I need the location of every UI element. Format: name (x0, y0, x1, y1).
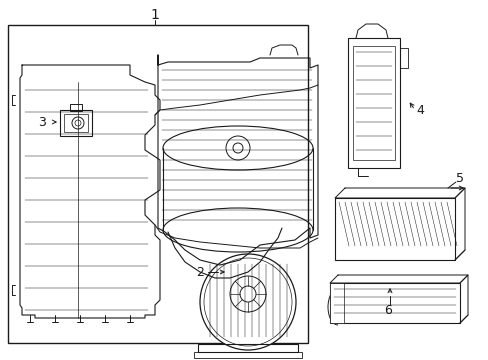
Bar (399, 48, 407, 68)
Bar (329, 283, 343, 323)
Bar (198, 344, 297, 352)
Bar (60, 110, 92, 136)
Circle shape (232, 143, 243, 153)
Circle shape (229, 276, 265, 312)
Text: 6: 6 (383, 303, 391, 316)
Text: 2: 2 (196, 266, 203, 279)
Text: 1: 1 (150, 8, 159, 22)
Bar (352, 46, 394, 160)
Circle shape (200, 254, 295, 350)
Circle shape (225, 136, 249, 160)
Bar (329, 283, 459, 323)
Text: 5: 5 (455, 171, 463, 185)
Bar (194, 352, 302, 358)
Circle shape (72, 117, 84, 129)
Bar (334, 198, 454, 260)
Circle shape (240, 286, 256, 302)
Bar (347, 38, 399, 168)
Bar (8, 25, 307, 343)
Text: 4: 4 (415, 104, 423, 117)
Text: 3: 3 (38, 116, 46, 129)
Bar (70, 104, 82, 111)
Bar (64, 114, 88, 132)
